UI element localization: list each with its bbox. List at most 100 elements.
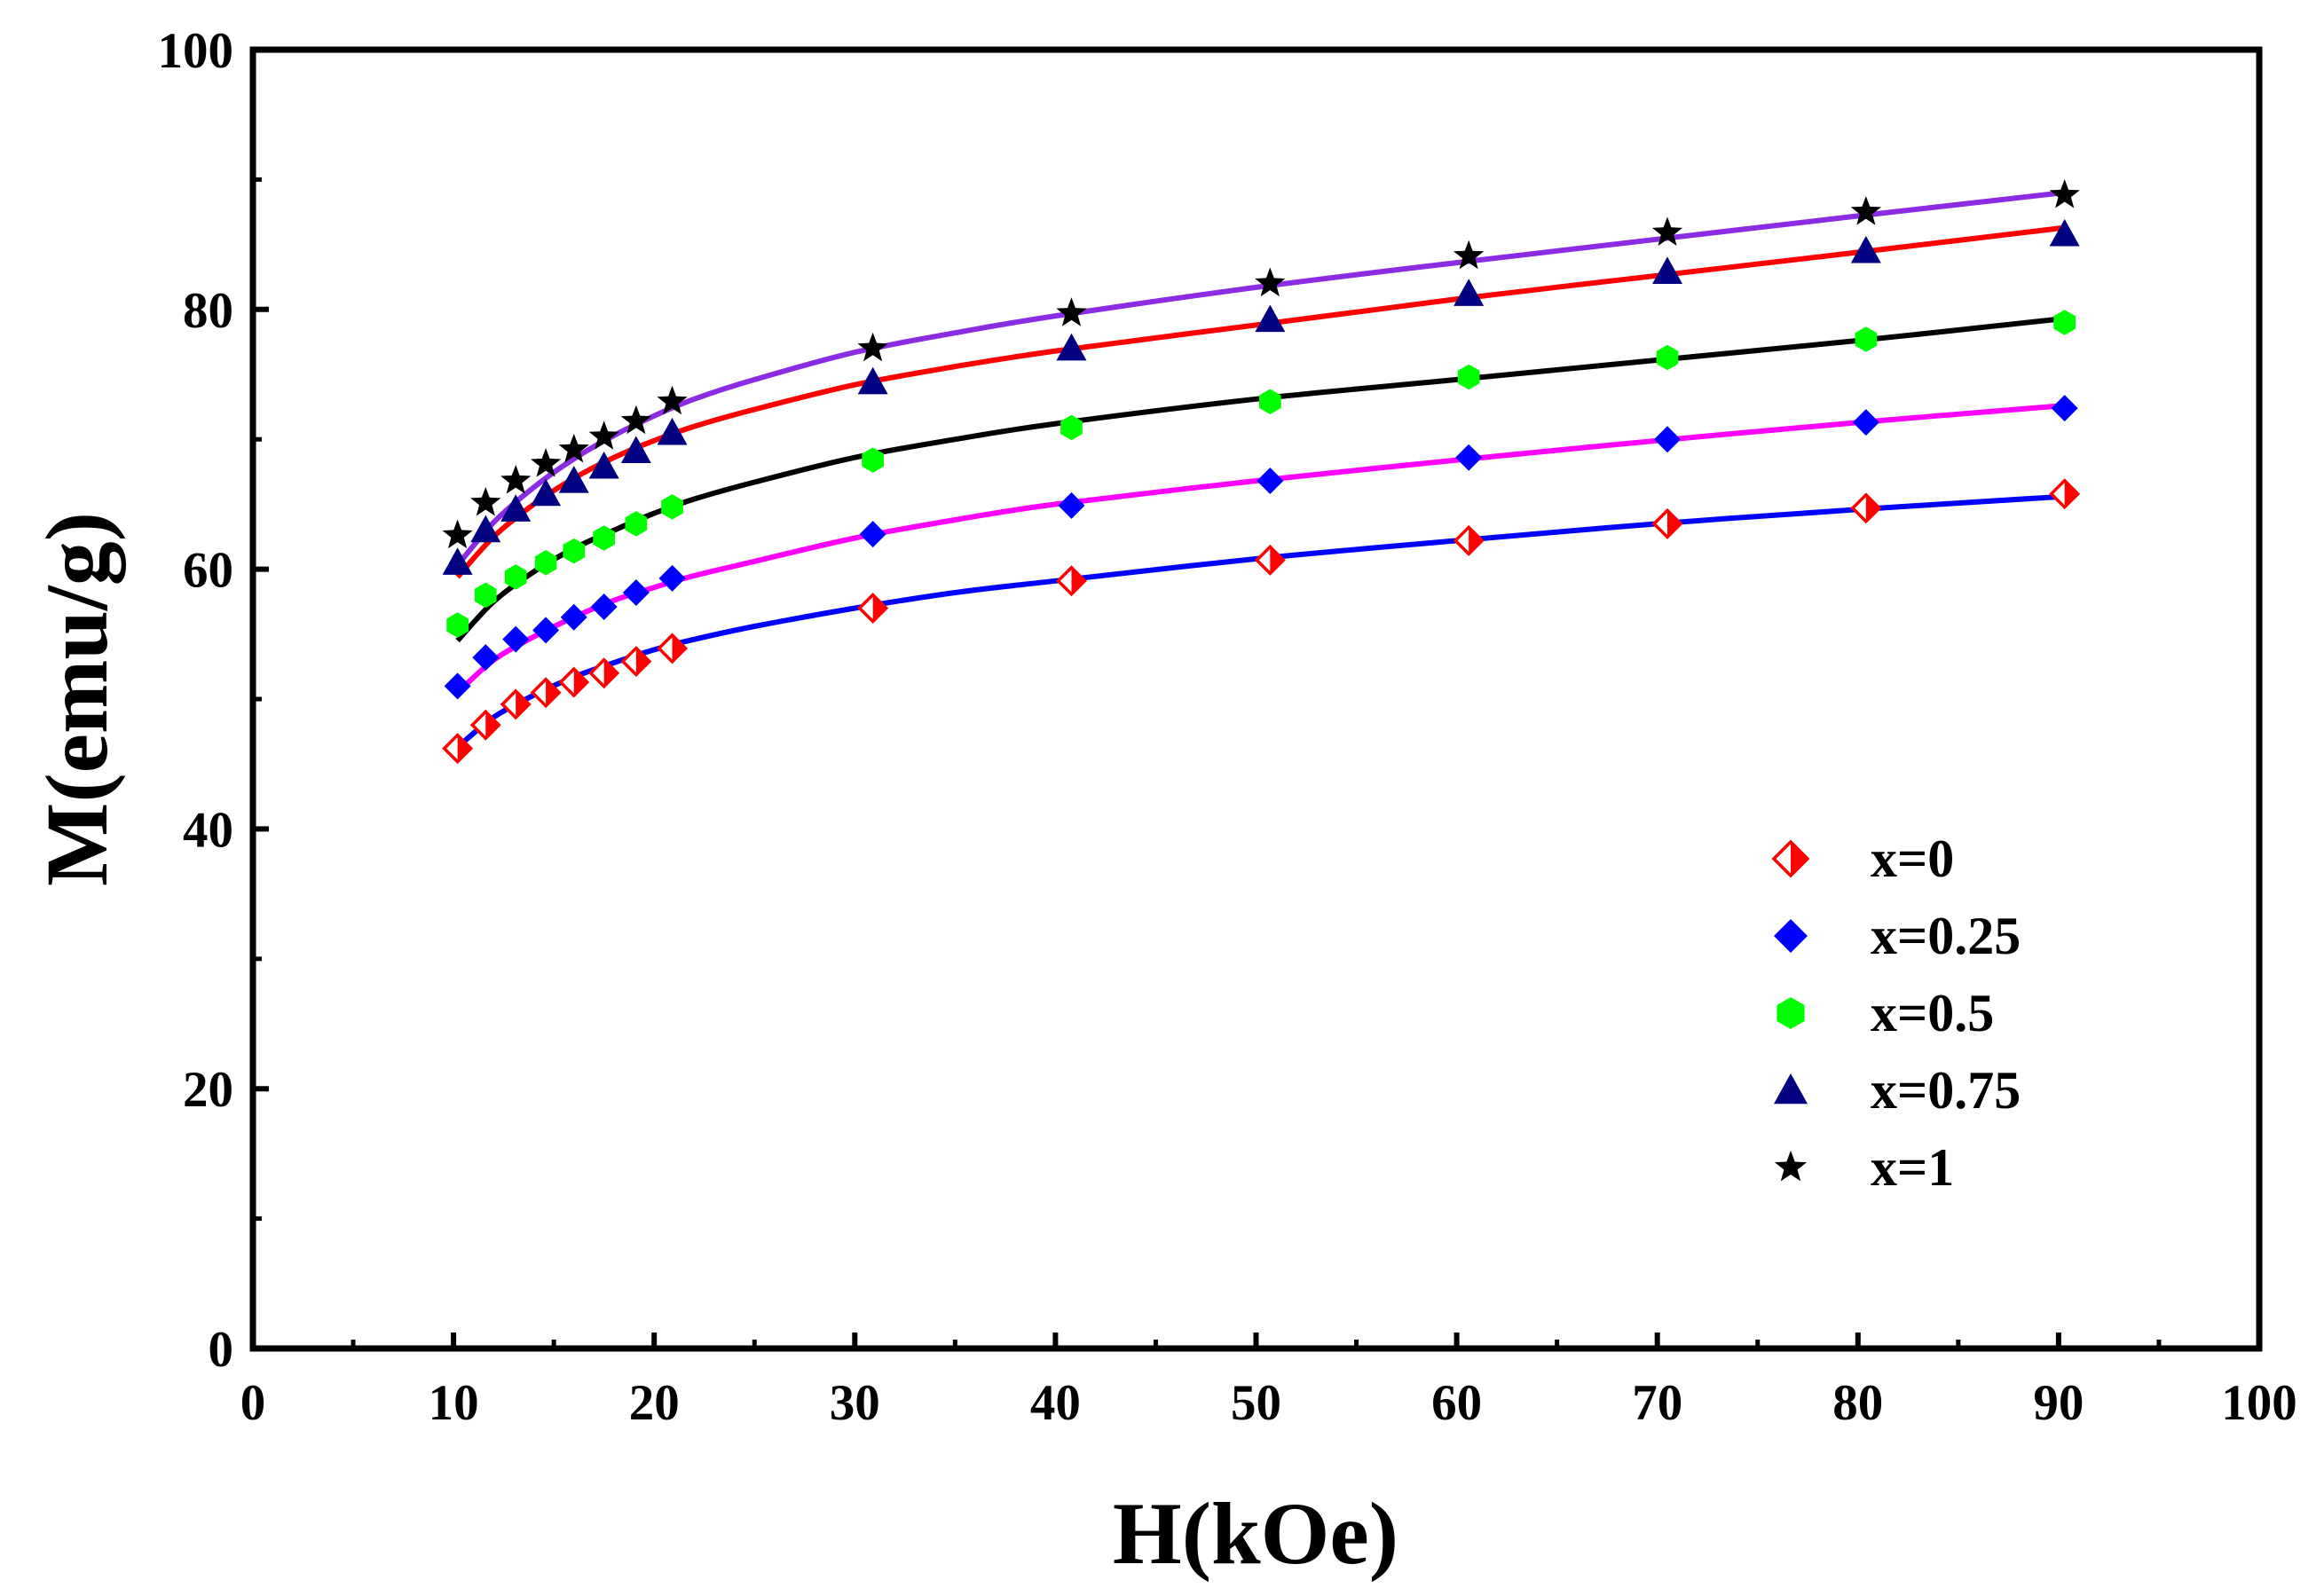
fit-line-x=1 <box>455 190 2066 568</box>
marker-fill <box>635 648 650 675</box>
marker-shape <box>1058 491 1085 519</box>
data-point-x=1 <box>2049 179 2080 208</box>
data-point-x=0.75 <box>857 366 888 395</box>
x-tick-label: 30 <box>830 1375 880 1431</box>
data-point-x=0.5 <box>661 494 683 520</box>
data-point-x=0 <box>1254 544 1286 576</box>
marker-shape <box>658 564 686 592</box>
marker-shape <box>1453 279 1485 306</box>
x-tick-label: 40 <box>1030 1375 1081 1431</box>
marker-shape <box>661 494 683 520</box>
marker-shape <box>2053 310 2076 335</box>
marker-shape <box>1850 235 1881 263</box>
data-point-x=0.5 <box>446 612 469 638</box>
data-point-x=0.25 <box>1455 444 1483 471</box>
marker-shape <box>657 417 688 445</box>
marker-shape <box>1774 919 1808 953</box>
data-point-x=0.25 <box>1852 409 1879 436</box>
marker-shape <box>1060 414 1083 441</box>
marker-shape <box>1257 468 1284 495</box>
data-point-x=0.25 <box>2051 395 2078 422</box>
marker-shape <box>1776 997 1805 1029</box>
marker-shape <box>862 447 884 473</box>
marker-shape <box>2049 218 2080 247</box>
marker-shape <box>472 644 500 672</box>
marker-shape <box>620 405 651 435</box>
data-point-x=0 <box>442 733 474 765</box>
legend-marker-x=1 <box>1774 1151 1808 1182</box>
marker-shape <box>588 451 619 479</box>
marker-shape <box>470 486 501 516</box>
data-point-x=1 <box>1056 297 1087 326</box>
data-point-x=1 <box>857 332 888 362</box>
y-tick-label: 40 <box>183 802 233 858</box>
y-axis-title: M(emu/g) <box>28 512 126 886</box>
data-point-x=0.5 <box>563 538 586 564</box>
marker-shape <box>620 436 651 463</box>
marker-fill <box>457 735 471 762</box>
marker-fill <box>1270 546 1284 574</box>
legend-label: x=0 <box>1871 829 1954 888</box>
data-point-x=0.25 <box>1257 468 1284 495</box>
marker-shape <box>2051 395 2078 422</box>
marker-shape <box>1457 364 1480 390</box>
legend-marker-x=0.25 <box>1774 919 1808 953</box>
marker-shape <box>2049 179 2080 208</box>
data-point-x=0.75 <box>558 466 589 493</box>
data-point-x=0 <box>1850 492 1882 524</box>
marker-shape <box>1774 1151 1808 1182</box>
marker-shape <box>1656 344 1679 371</box>
data-point-x=0.5 <box>2053 310 2076 335</box>
x-tick-label: 20 <box>629 1375 680 1431</box>
data-point-x=0.25 <box>560 603 587 631</box>
marker-shape <box>1852 409 1879 436</box>
data-point-x=0.75 <box>442 547 473 575</box>
legend-label: x=0.5 <box>1871 984 1994 1042</box>
data-point-x=0 <box>620 646 652 678</box>
marker-fill <box>1667 510 1682 538</box>
data-point-x=0.75 <box>2049 218 2080 247</box>
data-point-x=0.25 <box>444 672 471 700</box>
marker-shape <box>657 385 688 415</box>
data-point-x=0.75 <box>470 515 501 543</box>
marker-shape <box>1255 267 1286 297</box>
x-tick-label: 0 <box>240 1375 266 1431</box>
data-point-x=0 <box>588 657 620 689</box>
marker-shape <box>560 603 587 631</box>
marker-shape <box>857 366 888 395</box>
marker-fill <box>872 594 886 622</box>
marker-fill <box>516 690 530 718</box>
data-point-x=0.25 <box>532 617 560 644</box>
data-point-x=0.5 <box>1060 414 1083 441</box>
marker-shape <box>444 672 471 700</box>
fit-line-x=0 <box>455 493 2065 750</box>
data-point-x=0.75 <box>500 494 532 522</box>
data-point-x=0.5 <box>1855 326 1878 352</box>
x-tick-label: 10 <box>429 1375 479 1431</box>
data-point-x=0 <box>1651 507 1683 539</box>
marker-shape <box>625 511 648 537</box>
marker-fill <box>2064 480 2078 507</box>
data-point-x=1 <box>1453 240 1485 270</box>
x-tick-label: 50 <box>1231 1375 1281 1431</box>
data-point-x=1 <box>500 465 532 494</box>
data-point-x=1 <box>470 486 501 516</box>
x-axis-title: H(kOe) <box>1113 1484 1398 1583</box>
data-point-x=0 <box>1453 524 1485 556</box>
data-point-x=0.5 <box>1457 364 1480 390</box>
y-tick-label: 60 <box>183 543 233 599</box>
data-point-x=0.25 <box>859 521 886 548</box>
legend-label: x=1 <box>1871 1138 1954 1197</box>
marker-shape <box>500 465 532 494</box>
marker-fill <box>672 634 686 662</box>
marker-shape <box>1455 444 1483 471</box>
data-point-x=0.75 <box>1652 256 1683 284</box>
data-point-x=0 <box>857 593 889 624</box>
data-point-x=0.5 <box>1259 389 1281 414</box>
marker-fill <box>1071 567 1085 594</box>
fit-line-x=0.75 <box>455 224 2066 579</box>
data-point-x=0.75 <box>620 436 651 463</box>
marker-shape <box>1651 216 1683 246</box>
x-tick-label: 80 <box>1832 1375 1883 1431</box>
